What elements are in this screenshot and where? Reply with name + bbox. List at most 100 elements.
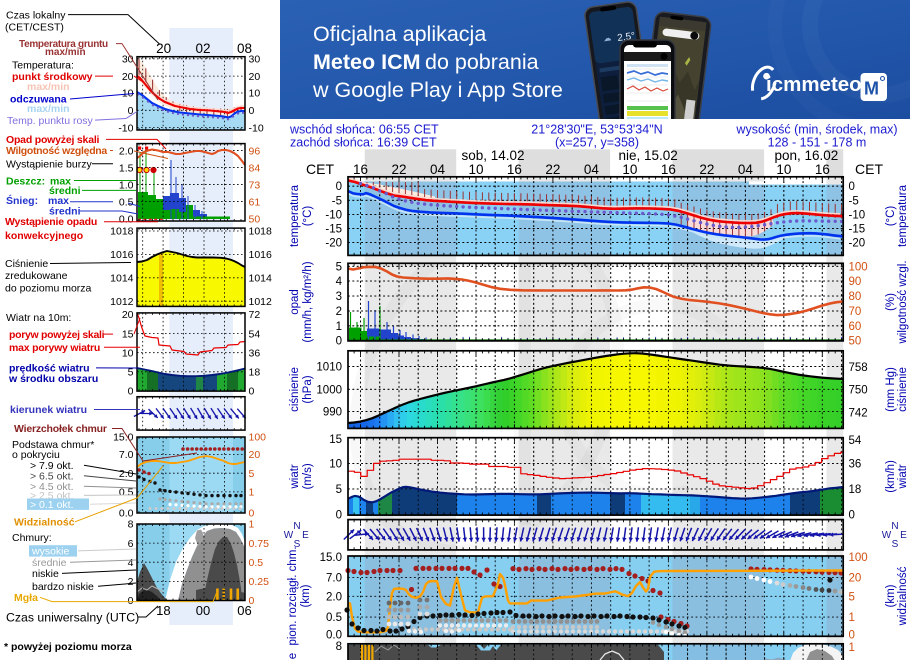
svg-text:(m/s): (m/s) [302,463,314,489]
svg-text:16: 16 [661,162,676,177]
svg-text:100: 100 [849,261,868,273]
svg-text:(CET/CEST): (CET/CEST) [5,22,64,34]
svg-text:max: max [48,195,69,207]
svg-text:0: 0 [336,510,342,522]
svg-text:0.75: 0.75 [249,538,270,550]
svg-text:sob, 14.02: sob, 14.02 [462,148,525,163]
svg-text:Widzialność: Widzialność [14,517,75,529]
svg-text:max porywy wiatru: max porywy wiatru [9,342,100,354]
svg-text:7.0: 7.0 [326,573,342,585]
svg-text:5: 5 [128,367,134,379]
svg-text:04: 04 [738,162,754,177]
svg-text:0.25: 0.25 [249,576,270,588]
svg-text:Deszcz:: Deszcz: [6,176,45,188]
svg-text:kierunek wiatru: kierunek wiatru [10,404,87,416]
svg-text:w środku obszaru: w środku obszaru [8,373,98,385]
svg-text:Czas lokalny: Czas lokalny [6,9,66,21]
svg-text:(km): (km) [885,584,897,607]
svg-text:temperatura: temperatura [289,184,301,247]
svg-text:0.5: 0.5 [249,557,264,569]
svg-text:4: 4 [128,557,134,569]
svg-text:0.5: 0.5 [326,612,342,624]
svg-text:7.0: 7.0 [119,449,134,461]
svg-text:-10: -10 [325,209,342,221]
svg-text:> 6.5 okt.: > 6.5 okt. [30,471,74,483]
svg-text:poryw powyżej skali: poryw powyżej skali [9,329,105,341]
svg-text:10: 10 [622,162,637,177]
svg-text:-10: -10 [118,122,133,134]
svg-text:70: 70 [849,306,862,318]
svg-text:S: S [294,539,301,550]
svg-text:0: 0 [849,510,855,522]
svg-text:bardzo niskie: bardzo niskie [32,581,94,593]
svg-text:Wilgotność względna: Wilgotność względna [6,145,107,157]
svg-text:Wystąpienie opadu: Wystąpienie opadu [5,216,97,228]
svg-text:odczuwana: odczuwana [10,94,67,106]
svg-text:E: E [900,530,907,541]
svg-text:0: 0 [336,181,342,193]
svg-text:W: W [882,530,892,541]
svg-text:prędkość wiatru: prędkość wiatru [9,363,90,375]
svg-text:-15: -15 [325,224,342,236]
svg-text:e: e [287,653,299,659]
svg-text:0.5: 0.5 [119,196,134,208]
svg-text:Mgła: Mgła [14,592,38,604]
svg-text:758: 758 [849,362,868,374]
svg-text:średni: średni [49,185,81,197]
svg-text:1012: 1012 [110,296,134,308]
svg-text:5: 5 [336,484,342,496]
svg-text:1: 1 [249,487,255,499]
svg-text:20: 20 [122,71,134,83]
svg-text:4: 4 [336,276,343,288]
svg-text:Wiatr na 10m:: Wiatr na 10m: [6,312,71,324]
svg-text:30: 30 [122,54,134,66]
svg-text:-20: -20 [849,238,866,250]
svg-text:wiatr: wiatr [289,464,301,489]
svg-text:10: 10 [329,458,342,470]
svg-text:konwekcyjnego: konwekcyjnego [5,230,83,242]
svg-text:1.0: 1.0 [119,179,134,191]
svg-text:-5: -5 [332,195,342,207]
svg-text:6: 6 [128,538,134,550]
svg-text:54: 54 [249,328,261,340]
svg-text:Wystąpienie burzy: Wystąpienie burzy [6,159,92,171]
svg-text:1018: 1018 [249,226,273,238]
svg-text:1010: 1010 [316,362,342,374]
svg-text:10: 10 [122,347,134,359]
svg-text:> 0.1 okt.: > 0.1 okt. [30,499,74,511]
svg-text:10: 10 [249,88,261,100]
svg-text:36: 36 [249,347,261,359]
svg-text:E: E [302,530,309,541]
svg-text:niskie: niskie [32,568,59,580]
svg-text:max/min: max/min [27,81,70,93]
svg-text:widzialność: widzialność [897,566,909,626]
svg-text:0.0: 0.0 [119,213,134,225]
svg-text:1014: 1014 [110,273,134,285]
svg-text:0: 0 [249,386,255,398]
svg-text:22: 22 [391,162,406,177]
svg-text:1016: 1016 [110,249,134,261]
svg-text:wysokość (min, środek, max): wysokość (min, środek, max) [735,122,897,136]
svg-text:21°28'30"E, 53°53'34"N: 21°28'30"E, 53°53'34"N [531,122,662,136]
svg-text:(hPa): (hPa) [302,375,314,403]
svg-text:(%): (%) [885,293,897,311]
svg-text:Meteo ICM: Meteo ICM [313,50,421,74]
svg-text:0: 0 [249,105,255,117]
svg-text:1: 1 [849,642,855,654]
svg-text:Chmury:: Chmury: [12,532,52,544]
svg-text:10: 10 [468,162,483,177]
svg-text:2.0: 2.0 [119,145,134,157]
svg-text:30: 30 [249,54,261,66]
svg-text:0.5: 0.5 [119,487,134,499]
svg-text:> 4.5 okt.: > 4.5 okt. [30,481,74,493]
svg-text:02: 02 [195,41,210,56]
svg-text:(mm Hg): (mm Hg) [885,367,897,412]
svg-text:0.0: 0.0 [119,508,134,520]
svg-text:-5: -5 [849,195,859,207]
svg-text:1000: 1000 [316,384,342,396]
svg-text:Czas uniwersalny (UTC): Czas uniwersalny (UTC) [6,610,139,624]
svg-text:S: S [892,539,899,550]
svg-text:2: 2 [336,306,342,318]
svg-text:N: N [293,521,300,532]
svg-text:-20: -20 [325,238,342,250]
